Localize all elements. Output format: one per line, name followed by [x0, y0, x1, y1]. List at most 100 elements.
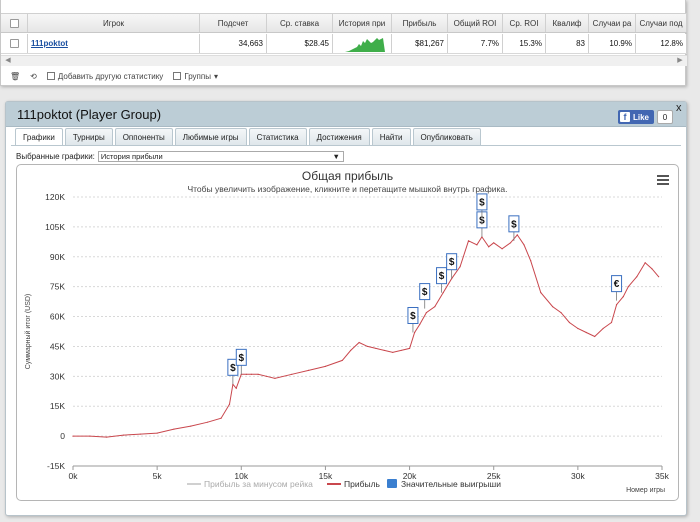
chart-select[interactable]: История прибыли ▼ — [97, 151, 344, 162]
chevron-down-icon[interactable]: ▾ — [213, 71, 218, 81]
y-tick-label: 120K — [45, 192, 65, 202]
col-header-history[interactable]: История при — [333, 14, 392, 32]
tab-tournaments[interactable]: Турниры — [64, 128, 113, 145]
tab-charts[interactable]: Графики — [15, 128, 63, 146]
big-win-flag-label: $ — [439, 271, 445, 282]
table-row[interactable]: 111poktot 34,663 $28.45 $81,267 7.7% 15.… — [1, 34, 687, 54]
series-point — [568, 321, 571, 324]
chart-subtitle: Чтобы увеличить изображение, кликните и … — [187, 184, 508, 194]
big-win-flag-label: $ — [511, 219, 517, 230]
group-header: 111poktot (Player Group) f Like 0 x — [6, 102, 686, 127]
big-win-flag-label: $ — [449, 257, 455, 268]
series-point — [459, 266, 461, 268]
series-point — [366, 345, 369, 348]
big-win-flag-label: $ — [479, 197, 485, 208]
add-stats-button[interactable]: Добавить другую статистику — [46, 71, 164, 81]
facebook-like-button[interactable]: f Like — [618, 110, 654, 124]
series-point — [523, 244, 525, 246]
row-checkbox[interactable] — [1, 34, 28, 53]
series-point — [476, 244, 478, 246]
series-point — [350, 349, 352, 352]
chart-menu-icon[interactable] — [657, 175, 669, 187]
refresh-icon[interactable]: ⟲ — [30, 71, 37, 81]
tab-favorite-games[interactable]: Любимые игры — [174, 128, 247, 145]
col-header-qualified[interactable]: Квалиф — [546, 14, 589, 32]
x-tick-label: 0k — [69, 471, 79, 481]
series-point — [383, 349, 385, 352]
add-stats-label[interactable]: Добавить другую статистику — [57, 71, 164, 81]
x-tick-label: 5k — [153, 471, 163, 481]
series-point — [207, 421, 209, 423]
y-tick-label: 105K — [45, 222, 65, 232]
checkbox-icon[interactable] — [9, 18, 19, 28]
profit-value: $81,267 — [392, 34, 448, 53]
legend-swatch — [387, 479, 397, 488]
big-win-flag — [446, 253, 458, 271]
horizontal-scrollbar[interactable]: ◀ ▶ — [1, 55, 687, 66]
like-count: 0 — [657, 110, 673, 124]
series-point — [358, 341, 360, 344]
scroll-right-icon[interactable]: ▶ — [677, 57, 683, 64]
col-header-profit[interactable]: Прибыль — [392, 14, 448, 32]
big-win-flag — [508, 215, 520, 233]
big-win-flag-label: € — [614, 279, 620, 290]
delete-button[interactable]: 🗑 — [10, 72, 20, 81]
refresh-button[interactable]: ⟲ — [30, 72, 37, 81]
col-header-player[interactable]: Игрок — [28, 14, 200, 32]
series-point — [308, 369, 310, 371]
series-point — [220, 417, 222, 419]
tab-statistics[interactable]: Статистика — [248, 128, 307, 145]
series-point — [610, 321, 613, 324]
col-header-avg-roi[interactable]: Ср. ROI — [503, 14, 546, 32]
big-win-flag — [611, 275, 623, 293]
series-point — [265, 375, 268, 377]
series-point — [577, 327, 579, 330]
tab-publish[interactable]: Опубликовать — [412, 128, 481, 145]
col-header-cases1[interactable]: Случаи ра — [589, 14, 636, 32]
fb-like-label[interactable]: Like — [633, 112, 650, 122]
y-tick-label: 75K — [50, 282, 65, 292]
chart-select-value[interactable]: История прибыли — [100, 152, 163, 161]
series-point — [228, 403, 231, 405]
series-point — [375, 347, 377, 350]
tab-underline — [11, 145, 681, 146]
count-value: 34,663 — [200, 34, 267, 53]
tab-achievements[interactable]: Достижения — [308, 128, 370, 145]
col-header-avg-stake[interactable]: Ср. ставка — [267, 14, 333, 32]
profit-chart[interactable]: Общая прибыль Чтобы увеличить изображени… — [16, 164, 679, 501]
sparkline-chart — [345, 37, 385, 52]
series-point — [493, 242, 495, 244]
x-tick-label: 30k — [571, 471, 585, 481]
checkbox-icon[interactable] — [9, 39, 19, 48]
x-tick-label: 15k — [319, 471, 333, 481]
scroll-left-icon[interactable]: ◀ — [5, 57, 11, 64]
big-win-flag — [419, 283, 431, 301]
groups-button[interactable]: Группы ▾ — [173, 72, 218, 81]
series-point — [190, 425, 192, 427]
col-header-total-roi[interactable]: Общий ROI — [448, 14, 503, 32]
y-tick-label: 30K — [50, 371, 65, 381]
series-point — [434, 305, 436, 308]
col-header-cases2[interactable]: Случаи под — [636, 14, 687, 32]
tab-find[interactable]: Найти — [371, 128, 411, 145]
series-point — [89, 435, 91, 437]
tab-opponents[interactable]: Оппоненты — [114, 128, 173, 145]
total-roi-value: 7.7% — [448, 34, 503, 53]
cases1-value: 10.9% — [589, 34, 636, 53]
series-point — [341, 359, 343, 361]
trash-icon[interactable]: 🗑 — [10, 71, 21, 81]
series-point — [400, 349, 402, 352]
dropdown-arrow-icon[interactable]: ▼ — [332, 152, 340, 161]
player-link[interactable]: 111poktot — [28, 34, 200, 53]
groups-label[interactable]: Группы — [184, 71, 211, 81]
series-point — [408, 347, 411, 350]
close-icon[interactable]: x — [676, 102, 682, 114]
chart-plot[interactable]: -15K 0 15K 30K 45K 60K 75K 90K 105K 120K 0k 5k 10k 15… — [17, 165, 678, 500]
header-select-all-checkbox[interactable] — [1, 14, 28, 32]
series-point — [552, 305, 554, 308]
y-tick-label: 90K — [50, 252, 65, 262]
big-win-flag-label: $ — [239, 353, 245, 364]
col-header-count[interactable]: Подсчет — [200, 14, 267, 32]
series-point — [467, 240, 470, 242]
y-tick-label: 45K — [50, 341, 65, 351]
